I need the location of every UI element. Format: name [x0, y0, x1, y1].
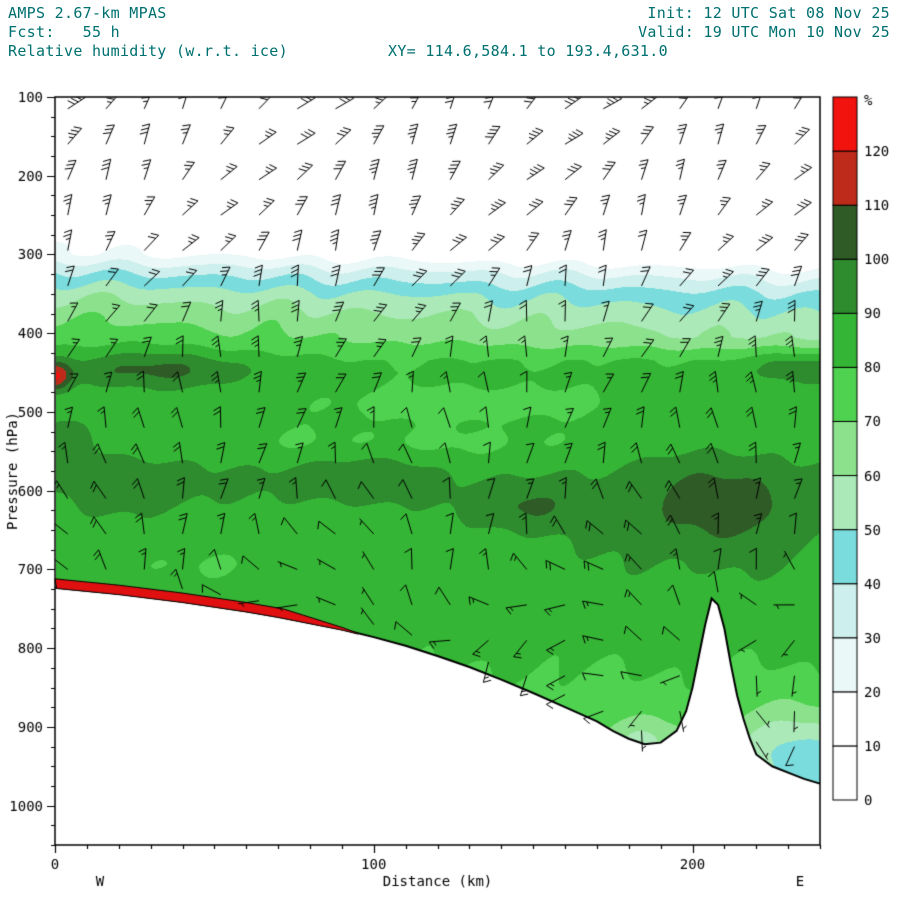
- field-title: Relative humidity (w.r.t. ice): [8, 42, 288, 60]
- xy-range: XY= 114.6,584.1 to 193.4,631.0: [388, 42, 668, 60]
- init-time: Init: 12 UTC Sat 08 Nov 25: [647, 4, 890, 22]
- model-title: AMPS 2.67-km MPAS: [8, 4, 167, 22]
- valid-time: Valid: 19 UTC Mon 10 Nov 25: [638, 23, 890, 41]
- forecast-hour: Fcst: 55 h: [8, 23, 120, 41]
